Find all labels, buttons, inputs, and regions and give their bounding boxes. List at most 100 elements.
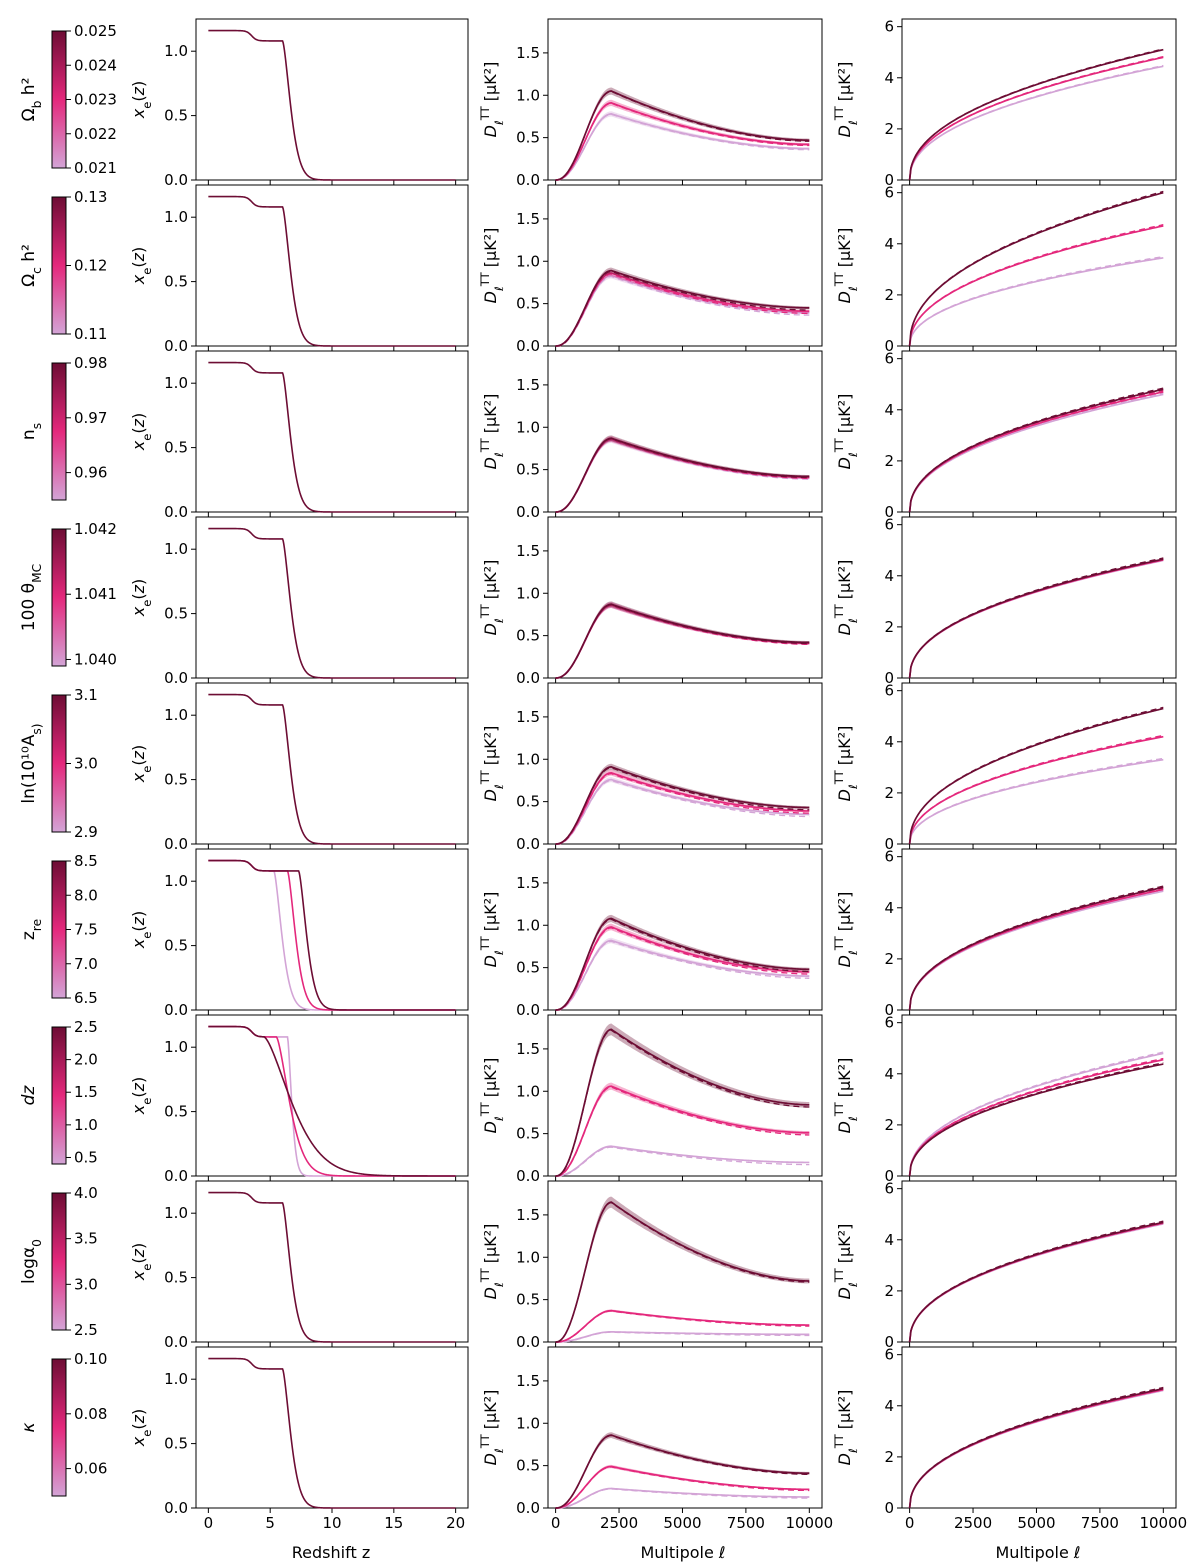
axes-frame	[195, 184, 469, 347]
ksz-ylabel: DℓTT [μK²]	[478, 1390, 506, 1466]
cum-curve	[908, 886, 1164, 1011]
y-tick-label: 2	[884, 120, 894, 138]
y-tick-label: 1.5	[516, 44, 540, 62]
colorbar-tick-label: 2.5	[74, 1321, 98, 1339]
ksz-ylabel: DℓTT [μK²]	[478, 560, 506, 636]
y-tick-label: 2	[884, 452, 894, 470]
cum-ylabel: DℓTT [μK²]	[832, 1058, 860, 1134]
y-tick-label: 0.5	[516, 1457, 540, 1475]
ksz-ylabel: DℓTT [μK²]	[478, 394, 506, 470]
ksz-axes: 0.0 0.5 1.0 1.5 DℓTT [μK²]	[478, 516, 823, 687]
cum-curve-dashed	[909, 48, 1164, 181]
y-tick-label: 0.0	[516, 669, 540, 687]
colorbar	[51, 528, 67, 667]
y-tick-label: 1.0	[516, 1248, 540, 1266]
y-tick-label: 0.0	[516, 1333, 540, 1351]
cum-curve	[908, 890, 1164, 1011]
y-tick-label: 1.0	[164, 1038, 188, 1056]
y-tick-label: 0.5	[164, 771, 188, 789]
y-tick-label: 4	[884, 1065, 894, 1083]
x-tick-label: 5	[265, 1514, 275, 1532]
ksz-ylabel: DℓTT [μK²]	[478, 62, 506, 138]
y-tick-label: 0.5	[164, 107, 188, 125]
cum-curve	[908, 388, 1164, 513]
cum-curve-dashed	[909, 64, 1164, 181]
y-tick-label: 0.0	[164, 503, 188, 521]
axes-frame	[195, 18, 469, 181]
axes-frame	[547, 1014, 823, 1177]
cum-curve	[908, 758, 1164, 845]
ksz-curve-dashed	[555, 779, 810, 845]
y-tick-label: 4	[884, 401, 894, 419]
cum-curve	[908, 1388, 1164, 1509]
colorbar	[51, 30, 67, 169]
colorbar-tick-label: 0.5	[74, 1148, 98, 1166]
cum-axes: 0 2 4 6 DℓTT [μK²]	[832, 848, 1177, 1019]
cum-curve	[908, 707, 1164, 845]
axes-frame	[901, 350, 1177, 513]
axes-frame	[901, 1180, 1177, 1343]
ksz-curve-dashed	[555, 767, 810, 845]
axes-frame	[901, 682, 1177, 845]
colorbar-tick-label: 0.98	[74, 354, 107, 372]
cum-curve-dashed	[909, 558, 1164, 679]
colorbar-tick-label: 8.5	[74, 852, 98, 870]
y-tick-label: 1.5	[516, 376, 540, 394]
ksz-band	[555, 1487, 810, 1508]
y-tick-label: 1.0	[516, 1414, 540, 1432]
ksz-curve-dashed	[555, 113, 810, 181]
xe-ylabel: xe(z)	[129, 413, 154, 451]
y-tick-label: 2	[884, 1116, 894, 1134]
xe-axes: 0.0 0.5 1.0 xe(z)	[129, 350, 469, 521]
axes-frame	[547, 848, 823, 1011]
cum-ylabel: DℓTT [μK²]	[832, 560, 860, 636]
y-tick-label: 2	[884, 618, 894, 636]
y-tick-label: 0.0	[164, 835, 188, 853]
axes-frame	[901, 1346, 1177, 1509]
cum-curve-dashed	[909, 1386, 1164, 1509]
cum-curve	[908, 391, 1164, 513]
y-tick-label: 0.0	[164, 1001, 188, 1019]
xe-axes: 0.0 0.5 1.0 xe(z)	[129, 516, 469, 687]
y-tick-label: 4	[884, 567, 894, 585]
ksz-curve-dashed	[555, 1310, 810, 1343]
x-tick-label: 2500	[600, 1514, 638, 1532]
y-tick-label: 6	[884, 848, 894, 866]
cum-curve-dashed	[909, 558, 1164, 679]
xe-curve	[208, 29, 456, 181]
y-tick-label: 1.0	[516, 584, 540, 602]
colorbar-tick-label: 3.0	[74, 755, 98, 773]
y-tick-label: 1.0	[164, 1370, 188, 1388]
cum-curve-dashed	[909, 224, 1164, 347]
cum-curve	[908, 393, 1164, 513]
axes-frame	[547, 350, 823, 513]
ksz-curve	[555, 1330, 810, 1343]
cum-curve-dashed	[909, 1051, 1164, 1177]
param-label: ln(10¹⁰As)	[19, 723, 44, 803]
colorbar	[51, 196, 67, 335]
colorbar	[51, 1358, 67, 1497]
y-tick-label: 6	[884, 1346, 894, 1364]
y-tick-label: 0.0	[516, 171, 540, 189]
y-tick-label: 0.5	[164, 937, 188, 955]
y-tick-label: 1.5	[516, 542, 540, 560]
y-tick-label: 0.0	[516, 1167, 540, 1185]
y-tick-label: 2	[884, 950, 894, 968]
y-tick-label: 0.0	[516, 1499, 540, 1517]
cum-curve	[908, 1058, 1164, 1177]
y-tick-label: 1.0	[516, 916, 540, 934]
xe-curve	[208, 1357, 456, 1509]
cum-curve	[908, 56, 1164, 181]
ksz-band	[555, 99, 810, 180]
y-tick-label: 4	[884, 733, 894, 751]
y-tick-label: 0.5	[516, 129, 540, 147]
y-tick-label: 0	[884, 1499, 894, 1517]
axes-frame	[547, 18, 823, 181]
xe-ylabel: xe(z)	[129, 579, 154, 617]
ksz-curve	[555, 90, 810, 181]
cum-curve	[908, 559, 1164, 679]
colorbar-tick-label: 0.12	[74, 257, 107, 275]
y-tick-label: 0.0	[516, 1001, 540, 1019]
ksz-curve-dashed	[555, 439, 810, 513]
